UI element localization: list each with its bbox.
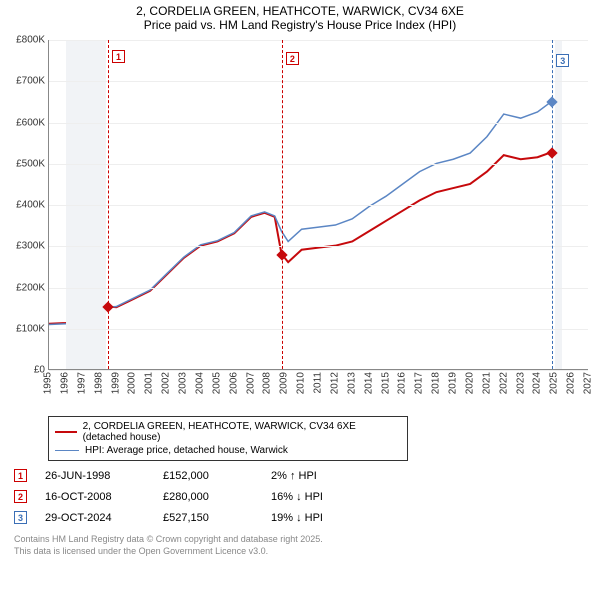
series-line-hpi: [49, 102, 558, 325]
event-date: 29-OCT-2024: [45, 512, 145, 524]
title-line1: 2, CORDELIA GREEN, HEATHCOTE, WARWICK, C…: [0, 4, 600, 18]
event-number-box: 3: [14, 511, 27, 524]
x-tick-label: 2008: [262, 372, 273, 394]
x-tick-label: 2014: [363, 372, 374, 394]
x-tick-label: 2026: [566, 372, 577, 394]
event-number-box: 2: [14, 490, 27, 503]
grid-line: [49, 40, 588, 41]
y-tick-label: £600K: [1, 117, 45, 128]
event-pct: 2% ↑ HPI: [271, 470, 391, 482]
event-row: 3 29-OCT-2024 £527,150 19% ↓ HPI: [14, 507, 586, 528]
legend-label: HPI: Average price, detached house, Warw…: [85, 445, 288, 456]
legend-item: 2, CORDELIA GREEN, HEATHCOTE, WARWICK, C…: [55, 420, 401, 444]
footer-line1: Contains HM Land Registry data © Crown c…: [14, 534, 586, 546]
event-line: [282, 40, 283, 369]
footer-line2: This data is licensed under the Open Gov…: [14, 546, 586, 558]
grid-line: [49, 205, 588, 206]
chart-area: £0 £100K £200K £300K £400K £500K £600K £700K £80…: [0, 34, 600, 414]
legend-swatch: [55, 431, 77, 433]
event-number-box: 1: [14, 469, 27, 482]
x-tick-label: 2023: [515, 372, 526, 394]
event-line: [552, 40, 553, 369]
grid-line: [49, 81, 588, 82]
event-marker-label: 1: [112, 50, 125, 63]
title-line2: Price paid vs. HM Land Registry's House …: [0, 18, 600, 32]
x-tick-label: 2015: [380, 372, 391, 394]
footer-attribution: Contains HM Land Registry data © Crown c…: [14, 534, 586, 557]
event-pct: 19% ↓ HPI: [271, 512, 391, 524]
event-marker-label: 2: [286, 52, 299, 65]
event-pct: 16% ↓ HPI: [271, 491, 391, 503]
grid-line: [49, 329, 588, 330]
x-tick-label: 2009: [279, 372, 290, 394]
x-tick-label: 2001: [144, 372, 155, 394]
y-tick-label: £700K: [1, 76, 45, 87]
grid-line: [49, 246, 588, 247]
x-tick-label: 2003: [178, 372, 189, 394]
grid-line: [49, 123, 588, 124]
legend-label: 2, CORDELIA GREEN, HEATHCOTE, WARWICK, C…: [83, 421, 401, 443]
x-tick-label: 1999: [110, 372, 121, 394]
series-line-price_paid: [49, 151, 558, 324]
event-line: [108, 40, 109, 369]
x-tick-label: 1997: [76, 372, 87, 394]
events-table: 1 26-JUN-1998 £152,000 2% ↑ HPI 2 16-OCT-2008…: [14, 465, 586, 528]
grid-line: [49, 164, 588, 165]
x-tick-label: 2020: [464, 372, 475, 394]
x-tick-label: 2004: [194, 372, 205, 394]
event-marker-label: 3: [556, 54, 569, 67]
plot-region: £0£100K£200K£300K£400K£500K£600K£700K£80…: [48, 40, 588, 370]
x-tick-label: 2007: [245, 372, 256, 394]
x-tick-label: 2002: [161, 372, 172, 394]
x-tick-label: 2019: [448, 372, 459, 394]
y-tick-label: £400K: [1, 200, 45, 211]
x-tick-label: 2022: [498, 372, 509, 394]
event-price: £152,000: [163, 470, 253, 482]
event-price: £280,000: [163, 491, 253, 503]
x-tick-label: 1998: [93, 372, 104, 394]
x-tick-label: 2011: [313, 372, 324, 394]
x-tick-label: 2005: [211, 372, 222, 394]
event-row: 1 26-JUN-1998 £152,000 2% ↑ HPI: [14, 465, 586, 486]
y-tick-label: £500K: [1, 158, 45, 169]
legend: 2, CORDELIA GREEN, HEATHCOTE, WARWICK, C…: [48, 416, 408, 461]
x-tick-label: 2018: [431, 372, 442, 394]
y-tick-label: £200K: [1, 282, 45, 293]
event-row: 2 16-OCT-2008 £280,000 16% ↓ HPI: [14, 486, 586, 507]
event-price: £527,150: [163, 512, 253, 524]
x-tick-label: 2012: [329, 372, 340, 394]
x-tick-label: 2021: [481, 372, 492, 394]
x-tick-label: 2017: [414, 372, 425, 394]
legend-swatch: [55, 450, 79, 451]
x-tick-label: 1995: [43, 372, 54, 394]
event-date: 26-JUN-1998: [45, 470, 145, 482]
y-tick-label: £0: [1, 365, 45, 376]
y-tick-label: £800K: [1, 35, 45, 46]
chart-title: 2, CORDELIA GREEN, HEATHCOTE, WARWICK, C…: [0, 0, 600, 34]
x-tick-label: 2024: [532, 372, 543, 394]
x-tick-label: 2027: [583, 372, 594, 394]
x-tick-label: 2025: [549, 372, 560, 394]
event-date: 16-OCT-2008: [45, 491, 145, 503]
y-tick-label: £100K: [1, 323, 45, 334]
x-tick-label: 2010: [296, 372, 307, 394]
x-tick-label: 2016: [397, 372, 408, 394]
grid-line: [49, 288, 588, 289]
x-tick-label: 2013: [346, 372, 357, 394]
x-tick-label: 2006: [228, 372, 239, 394]
x-tick-label: 1996: [59, 372, 70, 394]
x-tick-label: 2000: [127, 372, 138, 394]
y-tick-label: £300K: [1, 241, 45, 252]
legend-item: HPI: Average price, detached house, Warw…: [55, 444, 401, 457]
